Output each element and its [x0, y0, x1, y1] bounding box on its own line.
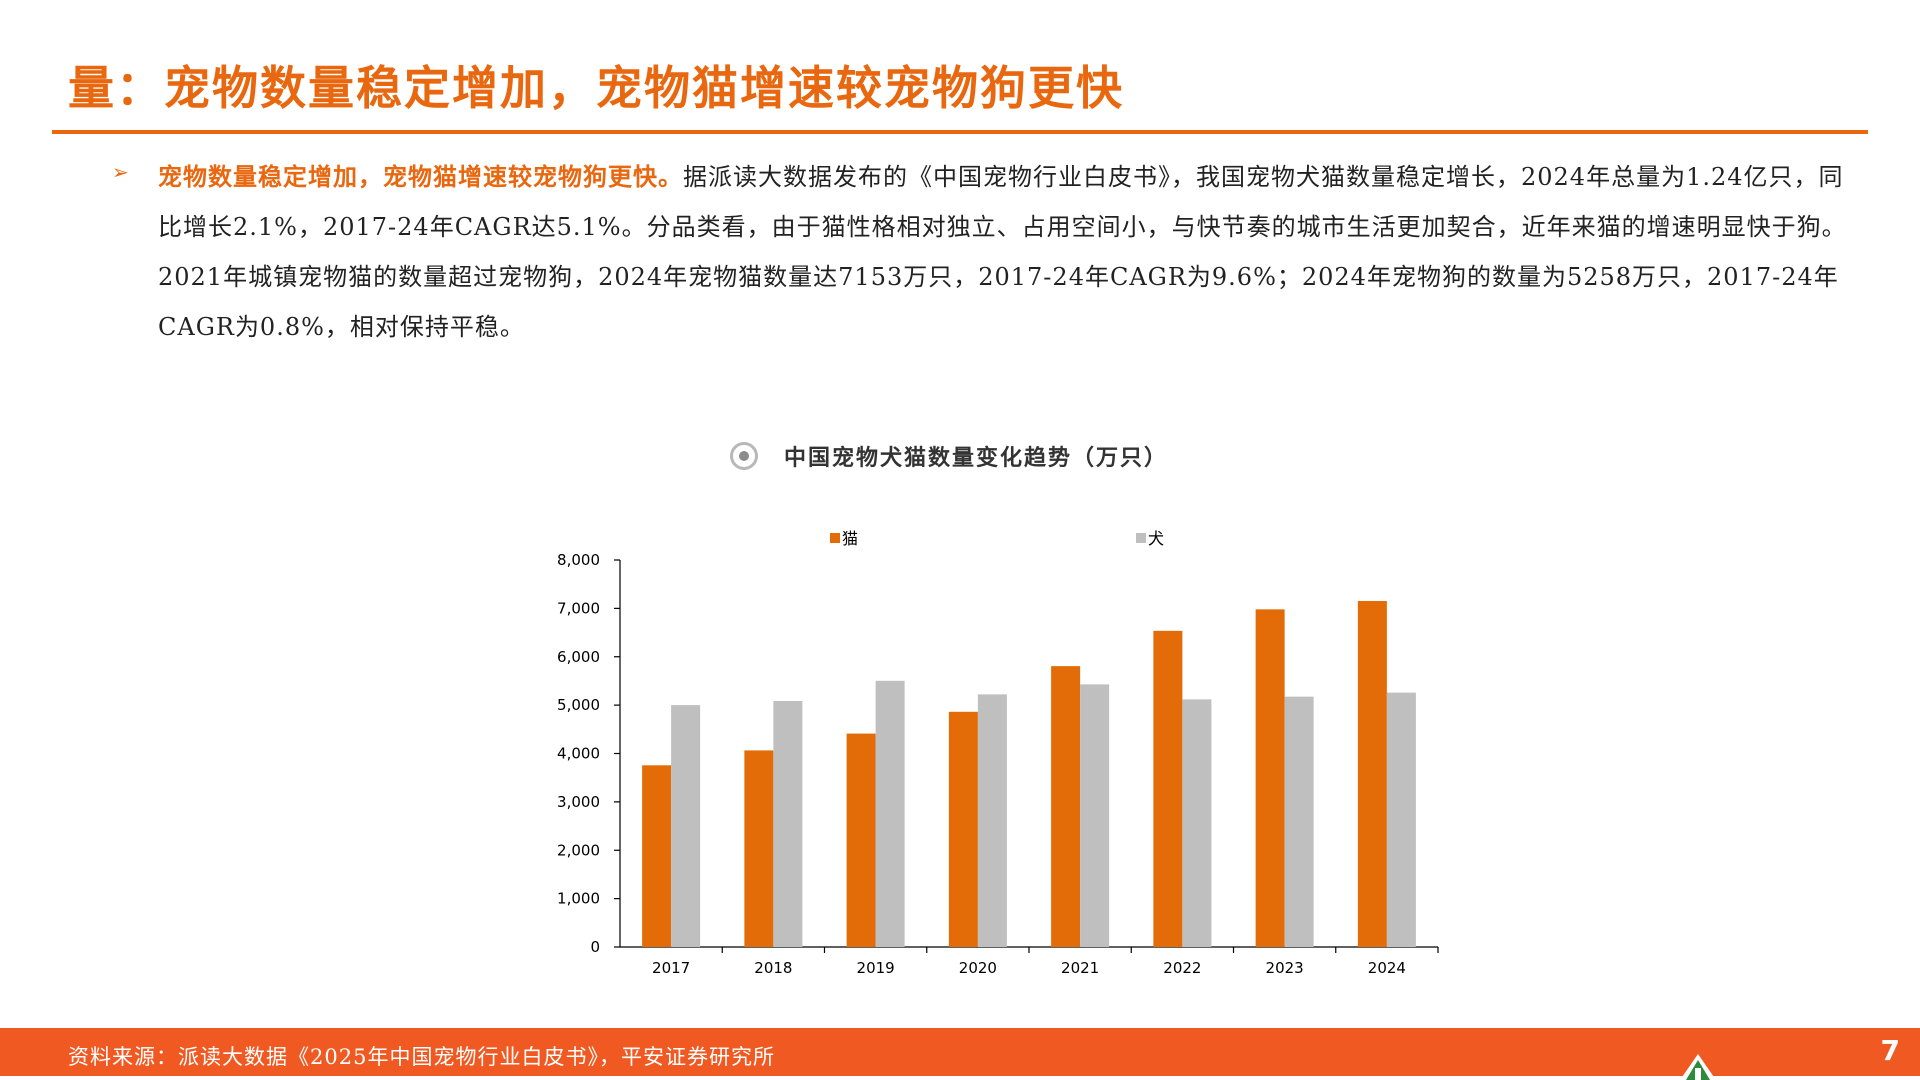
page-title: 量：宠物数量稳定增加，宠物猫增速较宠物狗更快	[68, 61, 1124, 115]
y-tick-label: 8,000	[557, 551, 600, 569]
x-tick-label: 2017	[652, 959, 690, 977]
y-tick-label: 0	[590, 938, 600, 956]
y-tick-label: 1,000	[557, 890, 600, 908]
footer-bar	[0, 1028, 1920, 1076]
chart-title-row: 中国宠物犬猫数量变化趋势（万只）	[730, 436, 1168, 476]
page-number: 7	[1880, 1034, 1900, 1067]
y-tick-label: 2,000	[557, 841, 600, 859]
bar-dog	[1284, 696, 1314, 947]
legend-swatch-cat	[830, 533, 840, 543]
legend-label-dog: 犬	[1148, 529, 1164, 548]
bullet-arrow-icon: ➢	[112, 160, 129, 184]
bar-dog	[671, 705, 701, 947]
bar-dog	[977, 694, 1007, 947]
x-tick-label: 2022	[1163, 959, 1201, 977]
y-tick-label: 4,000	[557, 745, 600, 763]
y-tick-label: 6,000	[557, 648, 600, 666]
x-tick-label: 2019	[857, 959, 895, 977]
y-tick-label: 5,000	[557, 696, 600, 714]
bar-cat	[1051, 666, 1081, 947]
y-tick-label: 3,000	[557, 793, 600, 811]
legend-label-cat: 猫	[842, 529, 858, 548]
x-tick-label: 2018	[754, 959, 792, 977]
bar-dog	[773, 701, 803, 947]
bar-cat	[1357, 600, 1387, 947]
bar-cat	[948, 711, 978, 947]
bar-chart: 0 1,000 2,000 3,000 4,000 5,000 6,000 7,000 8,00…	[557, 529, 1439, 977]
x-tick-label: 2021	[1061, 959, 1099, 977]
x-tick-label: 2020	[959, 959, 997, 977]
summary-body: 据派读大数据发布的《中国宠物行业白皮书》，我国宠物犬猫数量稳定增长，2024年总…	[158, 163, 1847, 341]
legend-swatch-dog	[1136, 533, 1146, 543]
bar-cat	[1153, 630, 1183, 947]
x-tick-label: 2023	[1266, 959, 1304, 977]
summary-highlight: 宠物数量稳定增加，宠物猫增速较宠物狗更快。	[158, 162, 683, 191]
summary-paragraph: 宠物数量稳定增加，宠物猫增速较宠物狗更快。据派读大数据发布的《中国宠物行业白皮书…	[158, 152, 1848, 352]
x-tick-label: 2024	[1368, 959, 1406, 977]
bar-dog	[875, 680, 905, 947]
bar-cat	[1255, 609, 1285, 947]
chart-title-bullet-icon	[730, 442, 758, 470]
title-divider	[52, 130, 1868, 134]
company-logo-icon	[1680, 1054, 1716, 1080]
bar-cat	[846, 733, 876, 947]
bar-dog	[1080, 684, 1110, 947]
bar-dog	[1182, 699, 1212, 947]
bar-cat	[642, 765, 672, 947]
chart-title: 中国宠物犬猫数量变化趋势（万只）	[784, 445, 1169, 471]
y-tick-label: 7,000	[557, 599, 600, 617]
bar-dog	[1386, 692, 1416, 947]
bar-cat	[744, 750, 774, 947]
source-note: 资料来源：派读大数据《2025年中国宠物行业白皮书》，平安证券研究所	[68, 1045, 775, 1069]
